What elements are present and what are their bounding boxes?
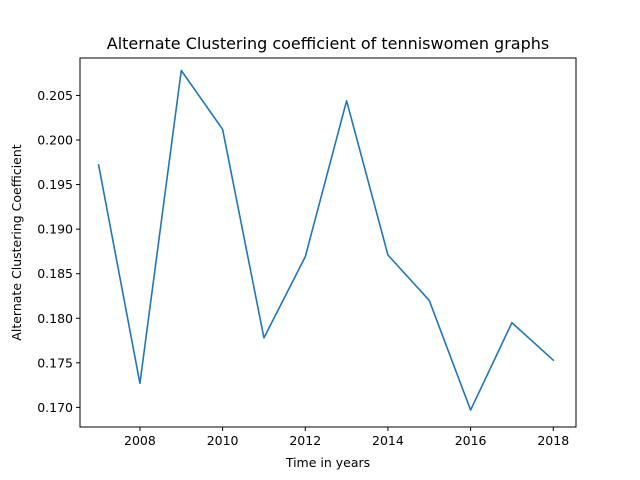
x-tick-label: 2018 (537, 433, 569, 448)
y-tick-label: 0.190 (37, 222, 73, 237)
plot-frame (79, 57, 577, 428)
x-tick-label: 2016 (455, 433, 487, 448)
chart-title: Alternate Clustering coefficient of tenn… (107, 34, 549, 53)
y-tick-label: 0.185 (37, 266, 73, 281)
x-tick-label: 2008 (124, 433, 156, 448)
y-tick-label: 0.180 (37, 311, 73, 326)
series-line (97, 69, 555, 411)
y-tick-label: 0.205 (37, 88, 73, 103)
y-tick-label: 0.175 (37, 355, 73, 370)
x-tick-label: 2010 (207, 433, 239, 448)
y-tick-label: 0.170 (37, 400, 73, 415)
y-axis-label: Alternate Clustering Coefficient (9, 144, 24, 340)
y-tick-label: 0.195 (37, 177, 73, 192)
y-axis-ticks: 0.170 0.175 0.180 0.185 0.190 0.195 0.200 0.205 (37, 88, 80, 415)
x-axis-ticks: 2008 2010 2012 2014 2016 2018 (124, 427, 569, 448)
plot-area (80, 58, 576, 427)
x-tick-label: 2012 (289, 433, 321, 448)
x-tick-label: 2014 (372, 433, 404, 448)
y-tick-label: 0.200 (37, 133, 73, 148)
x-axis-label: Time in years (285, 455, 370, 470)
